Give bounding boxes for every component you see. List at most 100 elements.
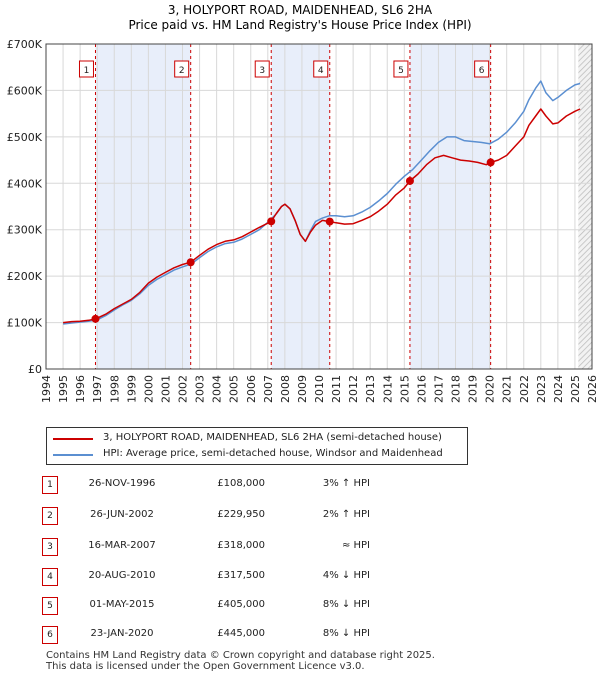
y-tick-label: £700K	[7, 38, 43, 51]
y-tick-label: £500K	[7, 131, 43, 144]
x-tick-label: 2020	[484, 375, 497, 403]
y-tick-label: £400K	[7, 177, 43, 190]
sale-number-badge: 6	[42, 626, 58, 644]
ownership-shade	[95, 44, 191, 369]
sale-number-box	[313, 60, 329, 78]
legend-label-price: 3, HOLYPORT ROAD, MAIDENHEAD, SL6 2HA (s…	[103, 432, 442, 443]
sale-point	[267, 217, 276, 226]
x-tick-label: 2012	[347, 375, 360, 403]
sale-price: £229,950	[217, 509, 265, 520]
sale-hpi-relation: 8% ↓ HPI	[322, 599, 370, 610]
y-tick-label: £200K	[7, 270, 43, 283]
x-tick-label: 1998	[108, 375, 121, 403]
sale-number-box	[393, 60, 409, 78]
sale-date: 20-AUG-2010	[88, 570, 156, 581]
sale-hpi-relation: 8% ↓ HPI	[322, 628, 370, 639]
chart-legend: 3, HOLYPORT ROAD, MAIDENHEAD, SL6 2HA (s…	[46, 427, 468, 465]
x-tick-label: 2007	[262, 375, 275, 403]
x-tick-label: 2026	[586, 375, 599, 403]
sale-date: 26-NOV-1996	[88, 478, 156, 489]
sale-number-label: 2	[179, 66, 185, 76]
x-tick-label: 2001	[159, 375, 172, 403]
x-tick-label: 2021	[501, 375, 514, 403]
x-tick-label: 2025	[569, 375, 582, 403]
x-tick-label: 2024	[552, 375, 565, 403]
sale-price: £317,500	[217, 570, 265, 581]
chart-subtitle: Price paid vs. HM Land Registry's House …	[128, 18, 471, 32]
sale-row: 2 26-JUN-2002 £229,950 2% ↑ HPI	[40, 507, 460, 525]
x-tick-label: 2018	[450, 375, 463, 403]
x-tick-label: 2003	[194, 375, 207, 403]
sale-number-box	[474, 60, 490, 78]
sale-row: 3 16-MAR-2007 £318,000 ≈ HPI	[40, 538, 460, 556]
sale-number-label: 1	[84, 66, 90, 76]
x-tick-label: 1994	[40, 375, 53, 403]
x-tick-label: 2015	[398, 375, 411, 403]
sale-date: 26-JUN-2002	[90, 509, 154, 520]
sale-row: 6 23-JAN-2020 £445,000 8% ↓ HPI	[40, 626, 460, 644]
x-tick-label: 2016	[415, 375, 428, 403]
sale-date: 23-JAN-2020	[90, 628, 154, 639]
sale-hpi-relation: 3% ↑ HPI	[322, 478, 370, 489]
x-tick-label: 1999	[125, 375, 138, 403]
sale-date: 01-MAY-2015	[89, 599, 155, 610]
sale-point	[405, 176, 414, 185]
price-chart: 3, HOLYPORT ROAD, MAIDENHEAD, SL6 2HA Pr…	[7, 3, 599, 403]
x-tick-label: 2014	[381, 375, 394, 403]
x-tick-label: 2011	[330, 375, 343, 403]
sale-price: £405,000	[217, 599, 265, 610]
sale-row: 1 26-NOV-1996 £108,000 3% ↑ HPI	[40, 476, 460, 494]
sale-number-badge: 5	[42, 597, 58, 615]
sale-number-label: 5	[398, 66, 404, 76]
x-tick-label: 2017	[432, 375, 445, 403]
ownership-shade	[409, 44, 491, 369]
footer-copyright: Contains HM Land Registry data © Crown c…	[46, 650, 435, 661]
sale-point	[186, 258, 195, 267]
y-tick-label: £600K	[7, 84, 43, 97]
series-line-price	[63, 108, 581, 324]
sale-row: 5 01-MAY-2015 £405,000 8% ↓ HPI	[40, 597, 460, 615]
x-tick-label: 2010	[313, 375, 326, 403]
sale-number-box	[174, 60, 190, 78]
x-tick-label: 1997	[91, 375, 104, 403]
sale-number-label: 4	[318, 66, 324, 76]
x-tick-label: 2002	[177, 375, 190, 403]
sale-price: £318,000	[217, 540, 265, 551]
sale-point	[325, 217, 334, 226]
forecast-hatch	[578, 44, 592, 369]
sale-point	[486, 158, 495, 167]
x-tick-label: 2006	[245, 375, 258, 403]
y-tick-label: £0	[28, 363, 42, 376]
legend-label-hpi: HPI: Average price, semi-detached house,…	[103, 448, 443, 459]
sale-number-badge: 2	[42, 507, 58, 525]
y-tick-label: £100K	[7, 317, 43, 330]
sale-number-badge: 4	[42, 568, 58, 586]
x-tick-label: 1996	[74, 375, 87, 403]
ownership-shade	[271, 44, 330, 369]
x-tick-label: 1995	[57, 375, 70, 403]
legend-swatch-price	[53, 438, 93, 440]
footer: Contains HM Land Registry data © Crown c…	[46, 650, 435, 672]
sale-price: £445,000	[217, 628, 265, 639]
sale-hpi-relation: ≈ HPI	[341, 540, 370, 551]
y-tick-label: £300K	[7, 224, 43, 237]
sale-number-label: 6	[479, 66, 485, 76]
x-tick-label: 2009	[296, 375, 309, 403]
x-tick-label: 2013	[364, 375, 377, 403]
x-tick-label: 2023	[535, 375, 548, 403]
series-line-hpi	[63, 80, 581, 325]
sale-point	[91, 314, 100, 323]
x-tick-label: 2008	[279, 375, 292, 403]
x-tick-label: 2022	[518, 375, 531, 403]
chart-title: 3, HOLYPORT ROAD, MAIDENHEAD, SL6 2HA	[168, 3, 433, 17]
sale-number-badge: 1	[42, 476, 58, 494]
sale-number-box	[254, 60, 270, 78]
x-tick-label: 2004	[211, 375, 224, 403]
sale-price: £108,000	[217, 478, 265, 489]
sale-number-box	[78, 60, 94, 78]
sale-row: 4 20-AUG-2010 £317,500 4% ↓ HPI	[40, 568, 460, 586]
sale-hpi-relation: 4% ↓ HPI	[322, 570, 370, 581]
plot-frame	[45, 43, 593, 370]
x-tick-label: 2005	[228, 375, 241, 403]
legend-swatch-hpi	[53, 454, 93, 456]
